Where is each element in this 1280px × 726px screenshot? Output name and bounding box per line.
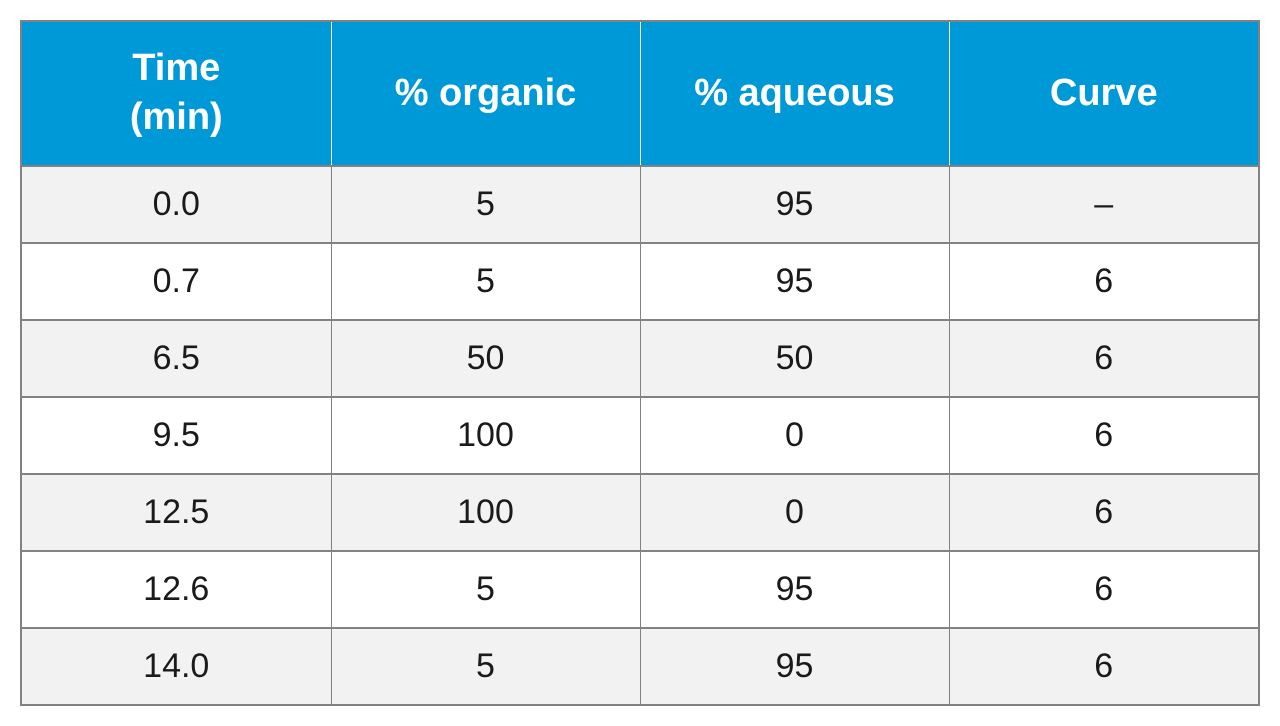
- table-header-row: Time (min) % organic % aqueous Curve: [22, 22, 1258, 166]
- cell-aqueous: 50: [640, 320, 949, 397]
- cell-organic: 100: [331, 397, 640, 474]
- cell-curve: 6: [949, 243, 1258, 320]
- cell-time: 0.0: [22, 166, 331, 243]
- table-row: 14.0 5 95 6: [22, 628, 1258, 704]
- cell-curve: 6: [949, 551, 1258, 628]
- col-header-aqueous: % aqueous: [640, 22, 949, 166]
- cell-time: 6.5: [22, 320, 331, 397]
- cell-organic: 5: [331, 551, 640, 628]
- cell-aqueous: 95: [640, 628, 949, 704]
- table-row: 6.5 50 50 6: [22, 320, 1258, 397]
- table-row: 12.6 5 95 6: [22, 551, 1258, 628]
- col-header-time-line1: Time: [132, 47, 220, 89]
- cell-curve: 6: [949, 628, 1258, 704]
- table-row: 0.7 5 95 6: [22, 243, 1258, 320]
- col-header-time-line2: (min): [130, 96, 223, 138]
- cell-organic: 5: [331, 166, 640, 243]
- table-body: 0.0 5 95 – 0.7 5 95 6 6.5 50 50 6 9.5 10…: [22, 166, 1258, 704]
- cell-aqueous: 95: [640, 243, 949, 320]
- cell-organic: 100: [331, 474, 640, 551]
- table-row: 0.0 5 95 –: [22, 166, 1258, 243]
- cell-time: 9.5: [22, 397, 331, 474]
- cell-organic: 5: [331, 628, 640, 704]
- cell-aqueous: 95: [640, 166, 949, 243]
- gradient-table: Time (min) % organic % aqueous Curve 0.0…: [22, 22, 1258, 704]
- table-row: 12.5 100 0 6: [22, 474, 1258, 551]
- gradient-table-container: Time (min) % organic % aqueous Curve 0.0…: [20, 20, 1260, 706]
- cell-time: 14.0: [22, 628, 331, 704]
- table-row: 9.5 100 0 6: [22, 397, 1258, 474]
- cell-curve: 6: [949, 397, 1258, 474]
- cell-time: 12.5: [22, 474, 331, 551]
- cell-aqueous: 0: [640, 397, 949, 474]
- cell-aqueous: 95: [640, 551, 949, 628]
- cell-curve: –: [949, 166, 1258, 243]
- cell-curve: 6: [949, 320, 1258, 397]
- col-header-curve: Curve: [949, 22, 1258, 166]
- col-header-organic: % organic: [331, 22, 640, 166]
- col-header-time: Time (min): [22, 22, 331, 166]
- cell-time: 0.7: [22, 243, 331, 320]
- cell-organic: 50: [331, 320, 640, 397]
- table-header: Time (min) % organic % aqueous Curve: [22, 22, 1258, 166]
- cell-organic: 5: [331, 243, 640, 320]
- cell-time: 12.6: [22, 551, 331, 628]
- cell-curve: 6: [949, 474, 1258, 551]
- cell-aqueous: 0: [640, 474, 949, 551]
